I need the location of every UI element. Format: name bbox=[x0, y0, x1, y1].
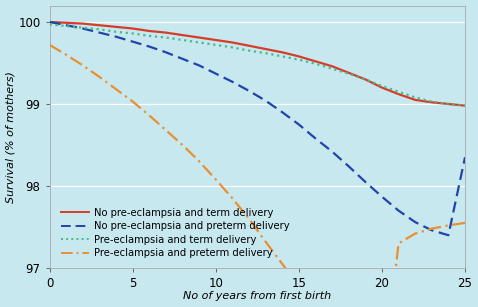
Y-axis label: Survival (% of mothers): Survival (% of mothers) bbox=[6, 71, 16, 203]
X-axis label: No of years from first birth: No of years from first birth bbox=[183, 291, 331, 301]
Legend: No pre-eclampsia and term delivery, No pre-eclampsia and preterm delivery, Pre-e: No pre-eclampsia and term delivery, No p… bbox=[59, 206, 292, 260]
